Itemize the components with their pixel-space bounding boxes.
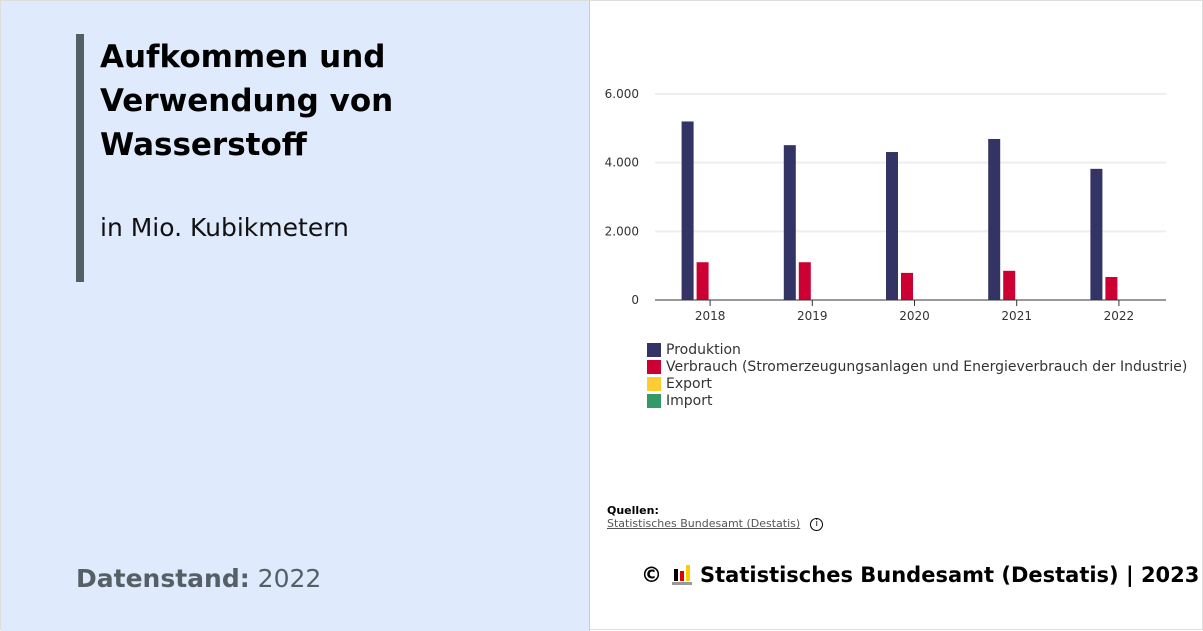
- info-icon[interactable]: i: [810, 517, 824, 531]
- legend-item[interactable]: Import: [647, 392, 1187, 409]
- copyright-symbol: ©: [641, 563, 662, 587]
- bar-produktion: [783, 145, 796, 300]
- y-tick-label: 0: [631, 293, 639, 307]
- x-tick-label: 2018: [695, 309, 726, 323]
- y-tick-label: 2.000: [605, 224, 639, 238]
- destatis-logo-icon: [672, 565, 692, 585]
- bar-verbrauch: [1105, 276, 1118, 300]
- footer-text: Statistisches Bundesamt (Destatis) | 202…: [700, 563, 1200, 587]
- datenstand-label: Datenstand:: [76, 564, 250, 593]
- legend-swatch: [647, 393, 661, 408]
- bar-produktion: [886, 152, 898, 300]
- legend-label: Import: [666, 392, 713, 409]
- y-tick-label: 4.000: [605, 156, 639, 170]
- legend: Produktion Verbrauch (Stromerzeugungsanla…: [647, 341, 1187, 409]
- bar-produktion: [988, 138, 1001, 300]
- legend-item[interactable]: Produktion: [647, 341, 1187, 358]
- bar-produktion: [1090, 168, 1103, 300]
- legend-swatch: [647, 359, 661, 374]
- chart-subtitle: in Mio. Kubikmetern: [100, 213, 349, 242]
- x-tick-label: 2021: [1001, 309, 1032, 323]
- legend-swatch: [647, 376, 661, 391]
- x-tick-label: 2020: [899, 309, 930, 323]
- bar-verbrauch: [1003, 270, 1016, 300]
- bar-verbrauch: [798, 262, 811, 300]
- legend-swatch: [647, 342, 661, 357]
- sources-heading: Quellen:: [607, 504, 659, 517]
- footer-copyright: © Statistisches Bundesamt (Destatis) | 2…: [641, 563, 1199, 587]
- legend-label: Export: [666, 375, 712, 392]
- legend-label: Produktion: [666, 341, 741, 358]
- bar-chart: 0 2.000 4.000 6.000 2018 2019 2020 2021 2022: [605, 87, 1166, 323]
- bar-verbrauch: [901, 272, 913, 300]
- y-tick-label: 6.000: [605, 87, 639, 101]
- title-panel: Aufkommen und Verwendung von Wasserstoff…: [1, 1, 590, 631]
- bar-verbrauch: [696, 262, 709, 300]
- datenstand-value: 2022: [257, 564, 322, 593]
- chart-title: Aufkommen und Verwendung von Wasserstoff: [100, 39, 394, 163]
- bar-produktion: [681, 121, 694, 300]
- sources: Quellen: Statistisches Bundesamt (Destat…: [607, 504, 824, 531]
- x-tick-label: 2019: [797, 309, 828, 323]
- legend-item[interactable]: Verbrauch (Stromerzeugungsanlagen und En…: [647, 358, 1187, 375]
- accent-bar: [76, 34, 84, 282]
- source-link[interactable]: Statistisches Bundesamt (Destatis): [607, 517, 801, 530]
- legend-item[interactable]: Export: [647, 375, 1187, 392]
- x-tick-label: 2022: [1104, 309, 1135, 323]
- legend-label: Verbrauch (Stromerzeugungsanlagen und En…: [666, 358, 1188, 375]
- datenstand: Datenstand: 2022: [76, 564, 321, 593]
